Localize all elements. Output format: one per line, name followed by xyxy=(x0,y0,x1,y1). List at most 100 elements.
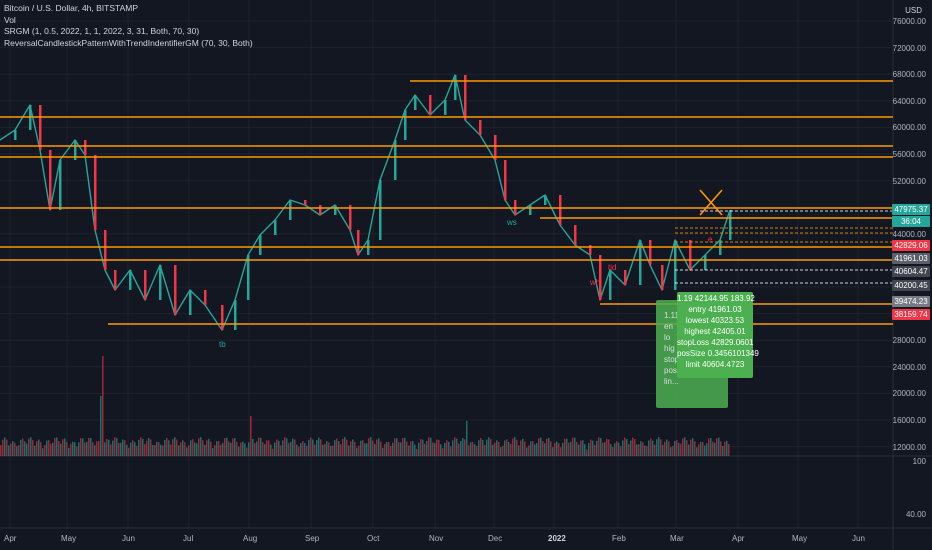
volume-bar xyxy=(598,437,600,456)
volume-bar xyxy=(44,445,46,456)
volume-bar xyxy=(174,437,176,456)
volume-bar xyxy=(320,439,322,456)
volume-bar xyxy=(336,438,338,456)
volume-bar xyxy=(546,438,548,456)
volume-bar xyxy=(638,444,640,456)
volume-bar xyxy=(156,442,158,456)
volume-bar xyxy=(24,441,26,456)
volume-bar xyxy=(588,442,590,456)
candle xyxy=(429,95,432,115)
candle xyxy=(574,225,577,245)
price-tag: 38159.74 xyxy=(892,309,930,320)
volume-bar xyxy=(382,447,384,456)
volume-bar xyxy=(606,438,608,456)
volume-bar xyxy=(222,442,224,456)
annotation-ws: ws xyxy=(507,218,517,227)
volume-bar xyxy=(474,444,476,456)
volume-bar xyxy=(252,438,254,456)
candle xyxy=(414,95,417,110)
volume-bar xyxy=(244,443,246,456)
volume-bar xyxy=(640,441,642,456)
volume-bar xyxy=(550,441,552,456)
candle xyxy=(129,270,132,290)
volume-bar xyxy=(400,442,402,456)
volume-bar xyxy=(60,443,62,456)
volume-bar xyxy=(208,438,210,456)
volume-bar xyxy=(658,437,660,456)
time-axis-label: Apr xyxy=(4,534,17,543)
volume-bar xyxy=(346,439,348,456)
volume-bar xyxy=(168,440,170,456)
volume-bar xyxy=(698,444,700,456)
volume-bar xyxy=(548,437,550,456)
candle xyxy=(234,300,237,330)
volume-bar xyxy=(410,441,412,456)
volume-bar xyxy=(144,444,146,456)
annotation-tb: tb xyxy=(219,340,226,349)
volume-bar xyxy=(26,443,28,456)
volume-bar xyxy=(526,447,528,456)
volume-bar xyxy=(278,440,280,456)
volume-bar xyxy=(32,440,34,456)
candle xyxy=(104,230,107,270)
volume-bar xyxy=(66,441,68,456)
volume-bar xyxy=(8,445,10,456)
volume-bar xyxy=(446,440,448,456)
volume-bar xyxy=(466,421,468,456)
volume-bar xyxy=(484,444,486,456)
currency-label: USD xyxy=(905,6,922,15)
volume-bar xyxy=(318,437,320,456)
volume-bar xyxy=(94,445,96,456)
volume-bar xyxy=(260,437,262,456)
volume-bar xyxy=(80,438,82,456)
volume-bar xyxy=(142,438,144,456)
candle xyxy=(357,230,360,255)
volume-bar xyxy=(454,437,456,456)
volume-bar xyxy=(394,438,396,456)
volume-bar xyxy=(2,439,4,456)
volume-bar xyxy=(106,438,108,456)
volume-bar xyxy=(580,440,582,456)
volume-bar xyxy=(134,442,136,456)
volume-bar xyxy=(490,439,492,456)
volume-bar xyxy=(128,447,130,456)
volume-bar xyxy=(364,443,366,456)
volume-bar xyxy=(114,437,116,456)
volume-bar xyxy=(528,445,530,456)
volume-bar xyxy=(372,440,374,456)
volume-bar xyxy=(70,443,72,456)
volume-bar xyxy=(182,440,184,456)
volume-bar xyxy=(284,437,286,456)
volume-bar xyxy=(708,438,710,456)
volume-bar xyxy=(660,439,662,456)
volume-bar xyxy=(472,441,474,456)
volume-bar xyxy=(294,439,296,456)
volume-bar xyxy=(450,446,452,456)
candle xyxy=(259,235,262,255)
volume-bar xyxy=(242,441,244,456)
volume-bar xyxy=(16,446,18,456)
volume-bar xyxy=(112,440,114,456)
volume-bar xyxy=(206,440,208,456)
price-axis-label: 28000.00 xyxy=(892,336,926,346)
candle xyxy=(599,255,602,300)
volume-bar xyxy=(688,444,690,456)
volume-bar xyxy=(594,444,596,456)
volume-bar xyxy=(270,444,272,456)
volume-bar xyxy=(712,441,714,456)
volume-bar xyxy=(124,440,126,456)
volume-bar xyxy=(392,442,394,456)
volume-bar xyxy=(380,441,382,456)
volume-bar xyxy=(664,441,666,456)
volume-bar xyxy=(662,444,664,456)
volume-bar xyxy=(110,444,112,456)
time-axis-label: May xyxy=(61,534,77,543)
volume-bar xyxy=(384,443,386,456)
legend-srgm: SRGM (1, 0.5, 2022, 1, 1, 2022, 3, 31, B… xyxy=(4,26,200,36)
price-axis-label: 16000.00 xyxy=(892,416,926,425)
volume-bar xyxy=(500,447,502,456)
candle xyxy=(289,200,292,220)
volume-bar xyxy=(634,439,636,456)
volume-bar xyxy=(148,437,150,456)
